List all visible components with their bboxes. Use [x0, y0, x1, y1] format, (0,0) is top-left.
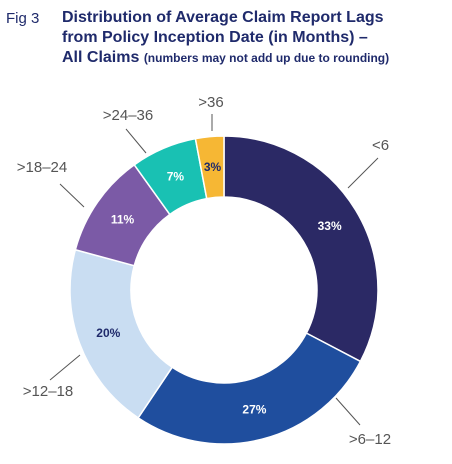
slice-1-segment [223, 135, 379, 363]
slice-1-value-label: 33% [318, 219, 342, 233]
slice-3-value-label: 20% [96, 326, 120, 340]
slice-2-leader-line [335, 397, 361, 426]
slice-2-category-label: >6–12 [349, 431, 391, 448]
slice-2-value-label: 27% [242, 403, 266, 417]
slice-6-value-label: 3% [204, 160, 222, 174]
slice-5-category-label: >24–36 [103, 107, 153, 124]
slice-1-category-label: <6 [372, 137, 389, 154]
chart-title: Distribution of Average Claim Report Lag… [62, 8, 447, 68]
slice-3-leader-line [49, 354, 81, 381]
slice-4-value-label: 11% [111, 213, 135, 227]
slice-4-leader-line [59, 183, 85, 208]
slice-6-category-label: >36 [198, 94, 223, 111]
title-line-1: Distribution of Average Claim Report Lag… [62, 9, 384, 26]
figure-label: Fig 3 [6, 10, 40, 27]
chart-subtitle: (numbers may not add up due to rounding) [143, 51, 390, 65]
slice-6-segment [194, 135, 225, 200]
slice-5-value-label: 7% [167, 169, 185, 183]
title-line-3-text: All Claims [62, 49, 140, 66]
slice-3-category-label: >12–18 [23, 383, 73, 400]
title-line-2: from Policy Inception Date (in Months) – [62, 29, 368, 46]
slice-4-category-label: >18–24 [17, 159, 67, 176]
slice-5-leader-line [125, 128, 147, 154]
slice-1-leader-line [347, 157, 379, 189]
slice-2-segment [137, 332, 362, 445]
title-line-3: All Claims (numbers may not add up due t… [62, 48, 447, 68]
